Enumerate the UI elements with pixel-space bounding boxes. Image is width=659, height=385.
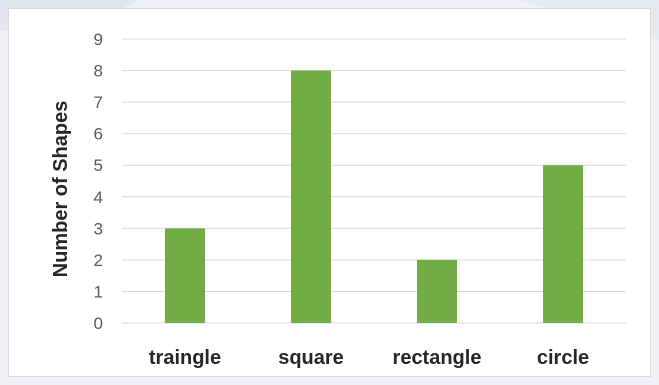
gridlines bbox=[122, 38, 626, 324]
bar-chart: 0 1 2 3 4 5 6 7 8 9 traingle square rectangle circle… bbox=[50, 30, 626, 369]
y-tick-label: 6 bbox=[94, 125, 103, 144]
x-category-label: traingle bbox=[149, 347, 221, 369]
y-tick-label: 2 bbox=[94, 251, 103, 270]
y-tick-label: 7 bbox=[94, 93, 103, 112]
y-tick-label: 3 bbox=[94, 219, 103, 238]
bar-circle bbox=[543, 165, 583, 323]
y-tick-label: 4 bbox=[94, 188, 103, 207]
bar-square bbox=[291, 70, 331, 323]
y-tick-label: 0 bbox=[94, 314, 103, 333]
bar-traingle bbox=[165, 228, 205, 323]
x-category-label: square bbox=[278, 347, 344, 369]
x-category-label: circle bbox=[537, 347, 589, 369]
y-tick-label: 8 bbox=[94, 62, 103, 81]
y-axis-title: Number of Shapes bbox=[50, 101, 72, 278]
y-tick-label: 1 bbox=[94, 282, 103, 301]
bar-rectangle bbox=[417, 259, 457, 323]
y-tick-label: 9 bbox=[94, 30, 103, 49]
x-category-label: rectangle bbox=[393, 347, 482, 369]
bars bbox=[165, 70, 583, 323]
chart-panel: 0 1 2 3 4 5 6 7 8 9 traingle square rectangle circle… bbox=[8, 8, 651, 377]
x-category-labels: traingle square rectangle circle bbox=[149, 347, 589, 369]
y-tick-labels: 0 1 2 3 4 5 6 7 8 9 bbox=[94, 30, 103, 333]
y-tick-label: 5 bbox=[94, 156, 103, 175]
